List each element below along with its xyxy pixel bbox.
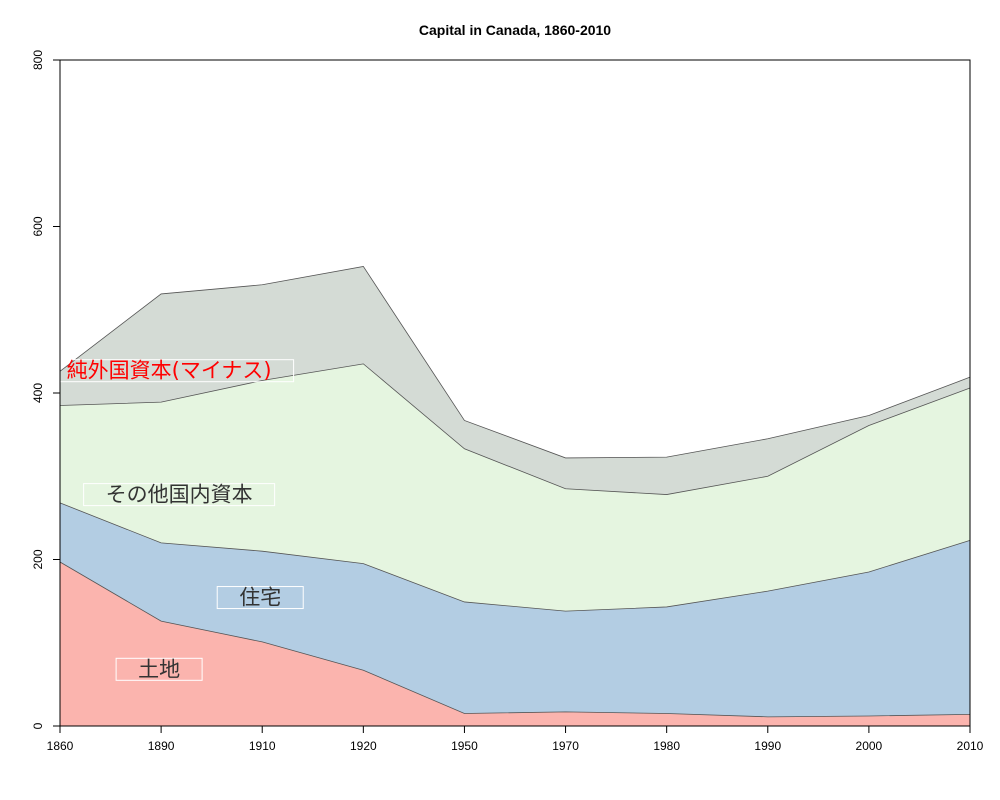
y-tick-label: 200: [31, 549, 45, 569]
x-tick-label: 1920: [350, 739, 377, 753]
x-tick-label: 1910: [249, 739, 276, 753]
x-axis: 1860 1890 1910 1920 1950 1970 1980 1990 2000 2010: [47, 725, 984, 753]
x-tick-label: 1860: [47, 739, 74, 753]
series-line-0: [59, 561, 971, 718]
series-line-2: [59, 363, 971, 495]
area-label-box: [44, 359, 295, 383]
y-tick-label: 800: [31, 50, 45, 70]
area-label-box: [216, 586, 304, 610]
area-label-3: 純外国資本(マイナス): [44, 359, 295, 383]
area-series-0: [60, 561, 970, 726]
area-label-text: 純外国資本(マイナス): [67, 359, 272, 383]
x-tick-label: 1980: [653, 739, 680, 753]
x-tick-label: 2010: [957, 739, 984, 753]
chart-title: Capital in Canada, 1860-2010: [419, 22, 611, 38]
series-line-1: [59, 502, 971, 612]
x-tick-label: 1990: [754, 739, 781, 753]
x-tick-label: 1970: [552, 739, 579, 753]
y-axis: 0 200 400 600 800: [31, 50, 61, 729]
area-label-box: [115, 657, 203, 681]
y-tick-label: 400: [31, 383, 45, 403]
area-label-text: 土地: [138, 657, 180, 681]
area-label-1: 住宅: [216, 586, 304, 610]
area-label-text: その他国内資本: [106, 483, 253, 507]
area-labels: 土地 住宅 その他国内資本 純外国資本(マイナス): [44, 359, 304, 681]
x-tick-label: 1890: [148, 739, 175, 753]
x-tick-label: 2000: [856, 739, 883, 753]
y-tick-label: 0: [31, 722, 45, 729]
y-tick-label: 600: [31, 216, 45, 236]
area-label-text: 住宅: [239, 586, 281, 610]
area-label-2: その他国内資本: [83, 483, 276, 507]
area-label-0: 土地: [115, 657, 203, 681]
x-tick-label: 1950: [451, 739, 478, 753]
area-label-box: [83, 483, 276, 507]
series-line-3: [59, 266, 971, 459]
